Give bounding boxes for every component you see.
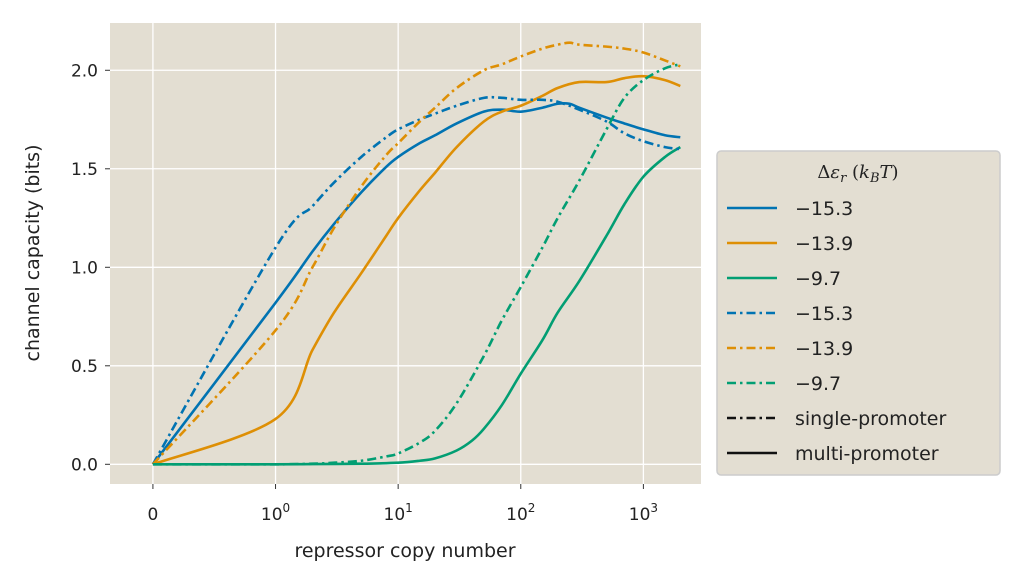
x-tick-label: 102 [506, 501, 535, 525]
x-tick-exponent: 1 [405, 501, 413, 515]
y-tick-label: 0.5 [71, 357, 98, 377]
x-tick-label: 101 [384, 501, 413, 525]
legend-label: single-promoter [795, 408, 946, 430]
legend-title-epsilon: ε [830, 162, 840, 183]
x-tick-base: 0 [148, 505, 159, 525]
series-line-dashdot [151, 95, 681, 465]
series-line-solid [151, 101, 681, 466]
legend-label: −9.7 [795, 373, 841, 395]
legend-title-sub-r: r [840, 171, 847, 186]
x-tick-label: 0 [148, 505, 159, 525]
legend: Δεr (kBT) −15.3 −13.9 −9.7 −15.3 −13.9 −9.7 si… [716, 150, 1001, 476]
x-axis-label: repressor copy number [294, 540, 515, 562]
x-tick-exponent: 0 [283, 501, 291, 515]
legend-title-k: k [859, 162, 870, 183]
legend-title-open: ( [846, 162, 859, 183]
series-line-solid [152, 74, 681, 466]
x-tick-exponent: 2 [528, 501, 536, 515]
x-tick-base: 10 [629, 505, 651, 525]
y-tick-label: 2.0 [71, 61, 98, 81]
legend-entries: −15.3 −13.9 −9.7 −15.3 −13.9 −9.7 single-promo… [727, 198, 946, 465]
legend-title-close: ) [892, 162, 899, 183]
series-lines [151, 41, 682, 466]
x-axis-ticks: 0 100 101 102 103 [148, 484, 658, 525]
legend-label: −9.7 [795, 268, 841, 290]
x-tick-label: 100 [261, 501, 290, 525]
series-line-dashdot [151, 41, 681, 466]
x-tick-base: 10 [261, 505, 283, 525]
x-tick-exponent: 3 [650, 501, 658, 515]
y-tick-label: 0.0 [71, 455, 98, 475]
y-axis-ticks: 0.0 0.5 1.0 1.5 2.0 [71, 61, 110, 475]
x-tick-label: 103 [629, 501, 658, 525]
legend-title-sub-b: B [869, 171, 880, 186]
plot-background [110, 23, 701, 484]
legend-label: multi-promoter [795, 443, 939, 465]
series-line-solid [152, 146, 682, 466]
series-line-dashdot [152, 63, 681, 466]
legend-label: −15.3 [795, 198, 853, 220]
legend-title-t: T [880, 162, 894, 183]
legend-label: −13.9 [795, 233, 853, 255]
legend-label: −15.3 [795, 303, 853, 325]
legend-title: Δεr (kBT) [817, 162, 898, 186]
x-tick-base: 10 [506, 505, 528, 525]
legend-title-delta: Δ [817, 162, 830, 183]
y-tick-label: 1.5 [71, 160, 98, 180]
x-tick-base: 10 [384, 505, 406, 525]
legend-label: −13.9 [795, 338, 853, 360]
y-tick-label: 1.0 [71, 258, 98, 278]
y-axis-label: channel capacity (bits) [22, 145, 44, 362]
legend-box [716, 150, 1001, 476]
